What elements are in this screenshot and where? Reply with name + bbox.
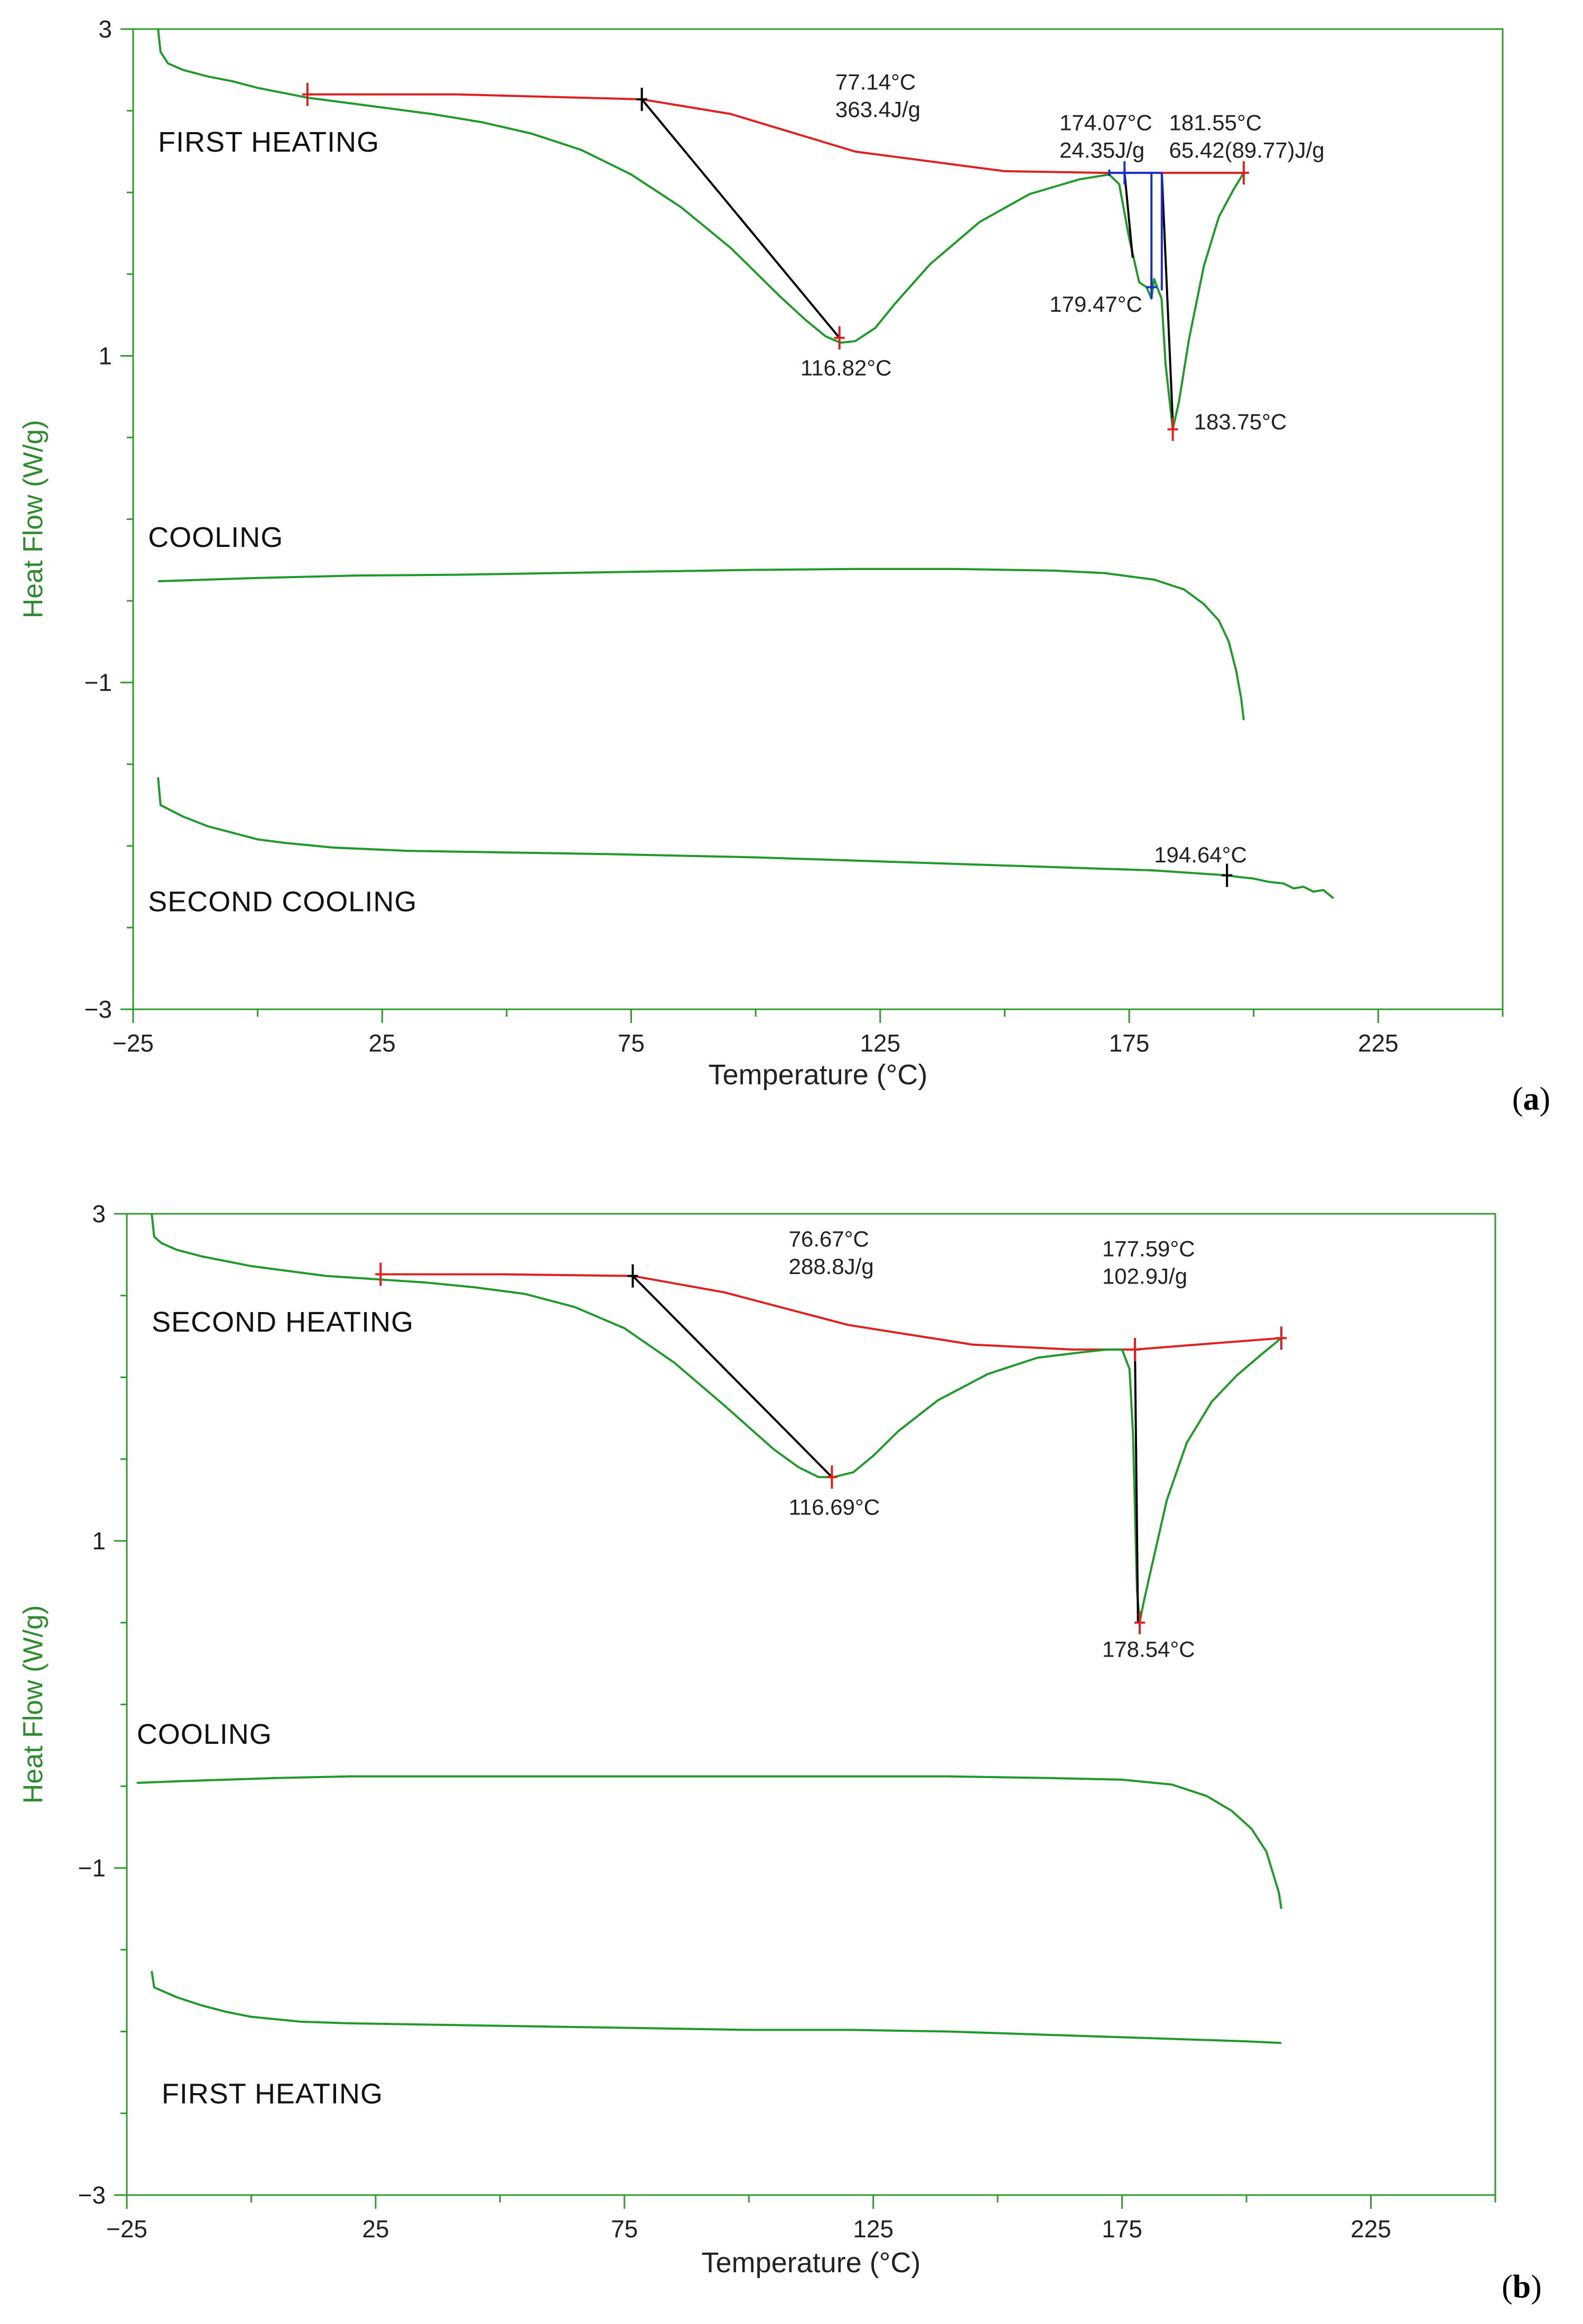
series-line-second-cooling	[157, 777, 1334, 899]
integration-baseline	[641, 98, 1244, 174]
panel-tag: (a)	[1512, 1081, 1550, 1117]
series-line-cooling	[158, 568, 1245, 721]
data-annotation: 179.47°C	[1049, 292, 1142, 317]
data-annotation: 116.82°C	[800, 355, 891, 380]
series-label: SECOND HEATING	[152, 1306, 414, 1338]
integration-baseline	[307, 93, 642, 100]
x-tick-label: 125	[860, 1029, 900, 1057]
series-label: FIRST HEATING	[158, 126, 379, 158]
data-annotation: 77.14°C	[835, 69, 916, 94]
integration-baseline	[632, 1275, 1135, 1351]
point-marker	[1238, 161, 1249, 185]
data-annotation: 178.54°C	[1102, 1637, 1195, 1662]
point-marker	[1134, 1611, 1145, 1634]
y-tick-label: −3	[85, 996, 112, 1023]
data-annotation: 102.9J/g	[1102, 1263, 1187, 1288]
data-annotation: 76.67°C	[789, 1226, 869, 1251]
point-marker	[834, 326, 845, 350]
series-label: COOLING	[137, 1718, 272, 1750]
data-annotation: 363.4J/g	[835, 97, 920, 122]
y-tick-label: −3	[78, 2181, 106, 2209]
y-tick-label: 3	[92, 1200, 106, 1228]
x-tick-label: −25	[113, 1029, 154, 1057]
series-label: FIRST HEATING	[162, 2078, 383, 2110]
y-tick-label: −1	[78, 1854, 106, 1882]
x-tick-label: 125	[853, 2215, 893, 2243]
data-annotation: 194.64°C	[1154, 842, 1247, 867]
point-marker	[1130, 1337, 1141, 1361]
data-annotation: 174.07°C	[1059, 110, 1152, 135]
x-tick-label: 225	[1358, 1029, 1399, 1057]
chart-panel-a: −25 25 75 125 175 225 3 1 −1 −3 Temperature (°C) He…	[18, 15, 1550, 1117]
y-tick-label: −1	[85, 669, 112, 696]
x-tick-label: 75	[618, 1029, 645, 1057]
point-marker	[1167, 417, 1178, 441]
series-line-first-heating	[157, 29, 1245, 431]
plot-frame	[126, 1213, 1496, 2196]
x-tick-label: 175	[1102, 2215, 1142, 2243]
tangent-line	[641, 98, 841, 339]
tangent-line	[632, 1275, 833, 1478]
panel-tag-close: )	[1531, 2269, 1542, 2305]
point-marker	[375, 1262, 386, 1286]
point-marker	[302, 82, 313, 106]
panel-tag-open: (	[1512, 1081, 1523, 1117]
panel-tag: (b)	[1502, 2269, 1542, 2305]
integration-baseline	[380, 1273, 633, 1277]
integration-baseline	[1134, 1337, 1282, 1351]
series-line-first-heating	[151, 1970, 1282, 2044]
point-marker	[1146, 275, 1157, 299]
plot-frame	[132, 28, 1504, 1010]
x-tick-label: 25	[362, 2215, 389, 2243]
point-marker	[636, 87, 647, 111]
data-annotation: 116.69°C	[789, 1494, 880, 1519]
x-tick-label: 175	[1109, 1029, 1150, 1057]
point-marker	[826, 1465, 837, 1489]
panel-tag-close: )	[1540, 1081, 1551, 1117]
x-tick-label: −25	[106, 2215, 147, 2243]
y-tick-label: 1	[98, 342, 112, 369]
tangent-line	[1134, 1349, 1139, 1623]
y-axis-title: Heat Flow (W/g)	[18, 420, 49, 619]
y-tick-label: 1	[92, 1527, 106, 1555]
y-tick-label: 3	[98, 15, 112, 43]
series-line-cooling	[136, 1775, 1282, 1909]
data-annotation: 24.35J/g	[1059, 138, 1144, 163]
series-label: SECOND COOLING	[148, 886, 417, 918]
panel-tag-open: (	[1502, 2269, 1513, 2305]
point-marker	[1276, 1326, 1287, 1350]
series-label: COOLING	[148, 522, 283, 553]
point-marker	[627, 1264, 638, 1288]
tangent-line	[1160, 172, 1174, 422]
x-tick-label: 75	[611, 2215, 638, 2243]
chart-panel-b: −25 25 75 125 175 225 3 1 −1 −3 Temperature (°C) He…	[18, 1200, 1542, 2305]
x-axis-title: Temperature (°C)	[709, 1059, 928, 1091]
data-annotation: 65.42(89.77)J/g	[1169, 138, 1324, 163]
point-marker	[1119, 161, 1130, 185]
data-annotation: 288.8J/g	[789, 1254, 874, 1279]
point-marker	[1222, 863, 1233, 887]
data-annotation: 183.75°C	[1194, 409, 1287, 434]
x-tick-label: 25	[369, 1029, 396, 1057]
x-tick-label: 225	[1351, 2215, 1391, 2243]
y-axis-title: Heat Flow (W/g)	[18, 1605, 49, 1804]
x-axis-title: Temperature (°C)	[702, 2247, 921, 2279]
panel-tag-letter: b	[1513, 2269, 1531, 2305]
tangent-line	[1123, 172, 1134, 258]
panel-tag-letter: a	[1523, 1081, 1540, 1117]
data-annotation: 181.55°C	[1169, 110, 1262, 135]
data-annotation: 177.59°C	[1102, 1236, 1195, 1261]
